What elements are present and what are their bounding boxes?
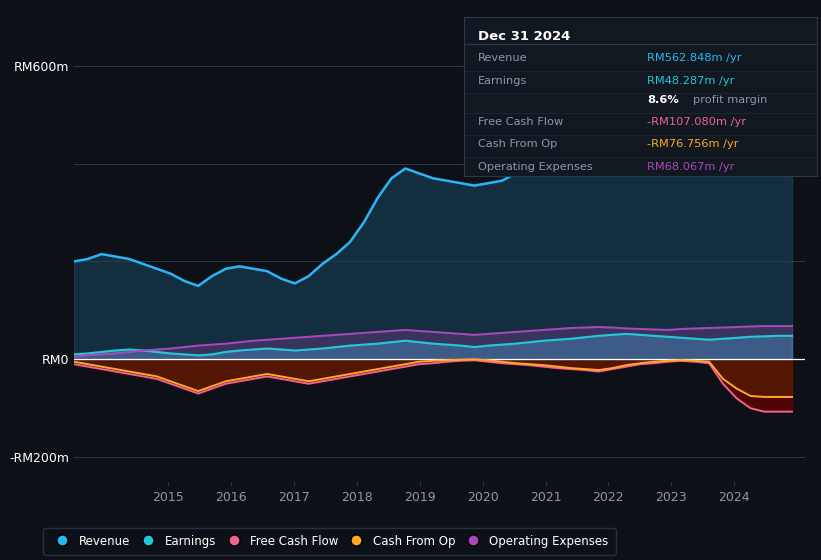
Text: RM68.067m /yr: RM68.067m /yr [648, 162, 735, 172]
Text: 8.6%: 8.6% [648, 95, 679, 105]
Text: -RM107.080m /yr: -RM107.080m /yr [648, 117, 746, 127]
Text: Free Cash Flow: Free Cash Flow [478, 117, 563, 127]
Text: Revenue: Revenue [478, 53, 528, 63]
Legend: Revenue, Earnings, Free Cash Flow, Cash From Op, Operating Expenses: Revenue, Earnings, Free Cash Flow, Cash … [44, 528, 616, 555]
Text: RM562.848m /yr: RM562.848m /yr [648, 53, 742, 63]
Text: Dec 31 2024: Dec 31 2024 [478, 30, 571, 43]
Text: Cash From Op: Cash From Op [478, 139, 557, 150]
Text: profit margin: profit margin [693, 95, 768, 105]
Text: -RM76.756m /yr: -RM76.756m /yr [648, 139, 739, 150]
Text: RM48.287m /yr: RM48.287m /yr [648, 76, 735, 86]
Text: Earnings: Earnings [478, 76, 527, 86]
Text: Operating Expenses: Operating Expenses [478, 162, 593, 172]
